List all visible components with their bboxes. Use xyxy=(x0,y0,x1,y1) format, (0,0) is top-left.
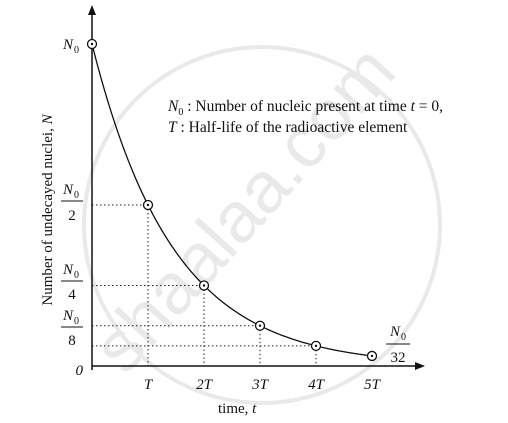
svg-text:32: 32 xyxy=(391,350,406,366)
svg-text:0: 0 xyxy=(401,332,406,343)
svg-text:0: 0 xyxy=(74,190,79,201)
svg-text:0: 0 xyxy=(74,316,79,327)
decay-curve xyxy=(91,43,373,357)
x-axis-arrow xyxy=(415,362,425,370)
svg-text:N: N xyxy=(62,37,74,53)
svg-text:N: N xyxy=(62,308,74,324)
x-tick-label-5: 5T xyxy=(364,377,382,393)
x-tick-label-2: 2T xyxy=(196,377,214,393)
svg-text:N: N xyxy=(389,324,401,340)
svg-text:2: 2 xyxy=(68,208,76,224)
y-label-n0: N 0 xyxy=(62,37,79,56)
y-label-n0-over-32: N 0 32 xyxy=(386,324,410,366)
data-point-1 xyxy=(142,199,154,211)
x-tick-label-4: 4T xyxy=(308,377,326,393)
x-axis-title: time, t xyxy=(218,401,257,417)
svg-text:N: N xyxy=(62,262,74,278)
y-label-n0-over-2: N 0 2 xyxy=(61,182,83,224)
svg-text:N0 : Number of nucleic present: N0 : Number of nucleic present at time t… xyxy=(167,98,443,118)
svg-text:T : Half-life of the radioacti: T : Half-life of the radioactive element xyxy=(168,119,408,136)
legend-note: N0 : Number of nucleic present at time t… xyxy=(167,98,443,136)
svg-text:N: N xyxy=(62,182,74,198)
y-axis-title: Number of undecayed nuclei, N xyxy=(40,113,56,305)
data-markers xyxy=(86,38,378,362)
x-tick-label-3: 3T xyxy=(251,377,270,393)
guide-lines xyxy=(92,204,317,366)
svg-text:4: 4 xyxy=(68,287,76,303)
data-point-2 xyxy=(198,280,210,291)
data-point-4 xyxy=(310,340,322,352)
svg-text:8: 8 xyxy=(68,333,76,349)
y-axis-arrow xyxy=(88,5,96,15)
x-tick-label-1: T xyxy=(144,377,154,393)
y-label-n0-over-8: N 0 8 xyxy=(61,308,83,349)
svg-text:0: 0 xyxy=(74,270,79,281)
svg-text:shaalaa.com: shaalaa.com xyxy=(78,30,411,387)
svg-text:0: 0 xyxy=(74,45,79,56)
data-point-0 xyxy=(86,38,98,50)
data-point-3 xyxy=(254,320,266,331)
origin-label: 0 xyxy=(76,363,84,379)
y-label-n0-over-4: N 0 4 xyxy=(61,262,83,303)
data-point-5 xyxy=(366,350,378,362)
watermark: shaalaa.com xyxy=(78,30,442,405)
